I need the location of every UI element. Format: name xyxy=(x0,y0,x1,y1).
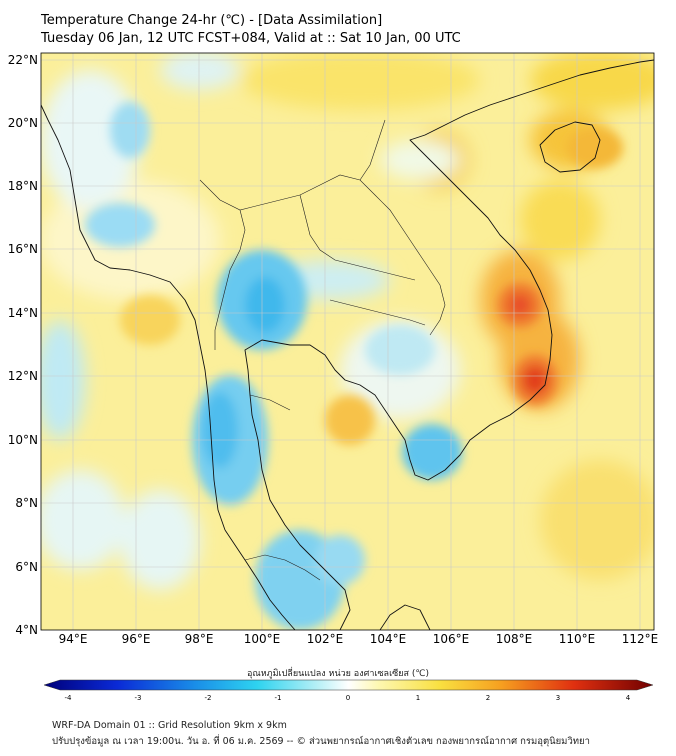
lat-label: 20°N xyxy=(7,116,38,130)
colorbar-tick: -3 xyxy=(134,694,142,702)
colorbar-title: อุณหภูมิเปลี่ยนแปลง หน่วย องศาเซลเซียส (… xyxy=(246,669,430,679)
borders xyxy=(199,119,446,581)
colorbar-tick: -1 xyxy=(274,694,282,702)
coastlines xyxy=(41,59,654,630)
colorbar xyxy=(43,679,654,691)
lon-label: 98°E xyxy=(184,632,214,646)
lat-label: 14°N xyxy=(7,306,38,320)
temperature-field xyxy=(41,53,654,630)
colorbar-tick: -4 xyxy=(64,694,72,702)
title-line-1: Temperature Change 24-hr (℃) - [Data Ass… xyxy=(41,13,383,28)
colorbar-tick: 0 xyxy=(345,694,351,702)
colorbar-tick: 3 xyxy=(555,694,561,702)
colorbar-tick: -2 xyxy=(204,694,212,702)
footer-line-2: ปรับปรุงข้อมูล ณ เวลา 19:00น. วัน อ. ที่… xyxy=(52,736,590,747)
lat-label: 10°N xyxy=(7,433,38,447)
title-line-2: Tuesday 06 Jan, 12 UTC FCST+084, Valid a… xyxy=(41,31,461,46)
lon-label: 110°E xyxy=(558,632,596,646)
lat-label: 8°N xyxy=(15,496,38,510)
lon-label: 94°E xyxy=(58,632,88,646)
lat-label: 22°N xyxy=(7,53,38,67)
colorbar-tick: 1 xyxy=(415,694,421,702)
colorbar-tick: 4 xyxy=(625,694,631,702)
lat-label: 4°N xyxy=(15,623,38,637)
colorbar-tick: 2 xyxy=(485,694,491,702)
lon-label: 108°E xyxy=(495,632,533,646)
lon-label: 104°E xyxy=(369,632,407,646)
lat-label: 16°N xyxy=(7,242,38,256)
lat-label: 12°N xyxy=(7,369,38,383)
lat-label: 18°N xyxy=(7,179,38,193)
lat-label: 6°N xyxy=(15,560,38,574)
lon-label: 100°E xyxy=(243,632,281,646)
lon-label: 96°E xyxy=(121,632,151,646)
lon-label: 112°E xyxy=(621,632,659,646)
footer-line-1: WRF-DA Domain 01 :: Grid Resolution 9km … xyxy=(52,720,287,731)
map-frame xyxy=(40,52,655,631)
lon-label: 106°E xyxy=(432,632,470,646)
chart-title: Temperature Change 24-hr (℃) - [Data Ass… xyxy=(41,12,461,48)
lon-label: 102°E xyxy=(306,632,344,646)
